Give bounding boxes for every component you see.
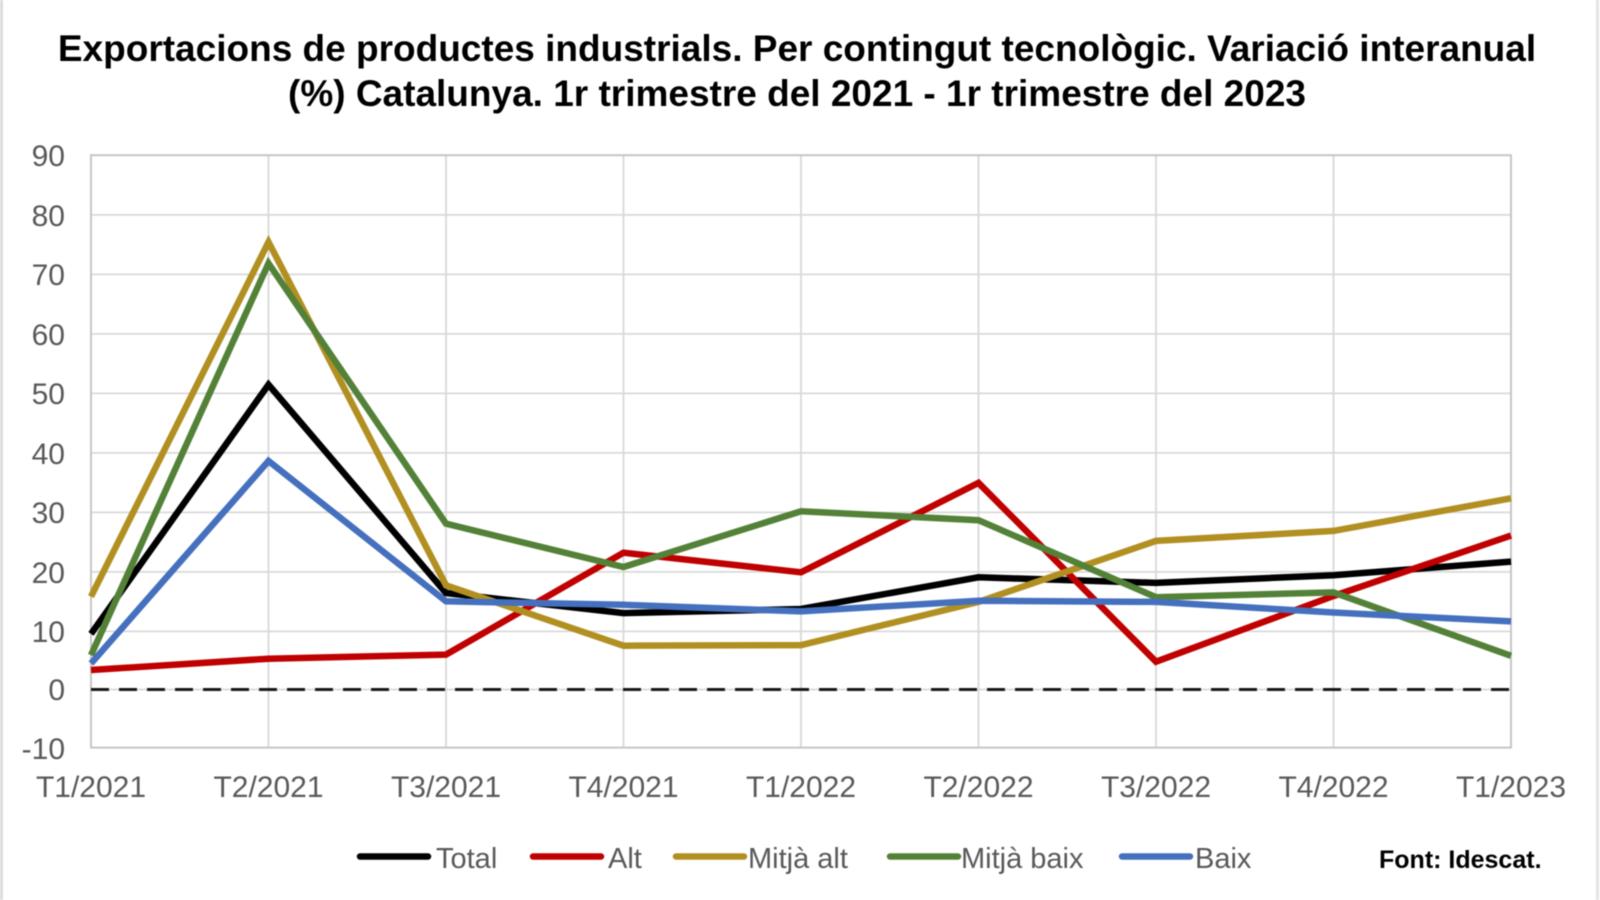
svg-text:30: 30	[32, 497, 65, 530]
svg-text:(%) Catalunya. 1r trimestre de: (%) Catalunya. 1r trimestre del 2021 - 1…	[288, 73, 1306, 114]
svg-text:Exportacions de productes indu: Exportacions de productes industrials. P…	[58, 28, 1536, 69]
svg-text:70: 70	[32, 259, 65, 292]
svg-text:-10: -10	[22, 733, 65, 766]
svg-text:80: 80	[32, 200, 65, 233]
svg-text:90: 90	[32, 140, 65, 173]
svg-text:20: 20	[32, 557, 65, 590]
svg-text:T1/2021: T1/2021	[36, 771, 146, 804]
svg-text:0: 0	[48, 674, 65, 707]
svg-text:Mitjà baix: Mitjà baix	[961, 843, 1084, 875]
svg-text:Alt: Alt	[608, 843, 642, 875]
svg-text:40: 40	[32, 438, 65, 471]
svg-text:10: 10	[32, 616, 65, 649]
svg-text:T2/2021: T2/2021	[213, 771, 323, 804]
svg-text:Mitjà alt: Mitjà alt	[748, 843, 848, 875]
svg-text:T3/2022: T3/2022	[1101, 771, 1211, 804]
svg-text:T3/2021: T3/2021	[391, 771, 501, 804]
svg-text:50: 50	[32, 378, 65, 411]
svg-text:T4/2021: T4/2021	[568, 771, 678, 804]
svg-text:60: 60	[32, 319, 65, 352]
svg-text:Baix: Baix	[1195, 843, 1252, 875]
svg-text:T4/2022: T4/2022	[1278, 771, 1388, 804]
svg-text:T2/2022: T2/2022	[923, 771, 1033, 804]
svg-text:Total: Total	[436, 843, 497, 875]
svg-text:T1/2022: T1/2022	[746, 771, 856, 804]
svg-text:Font: Idescat.: Font: Idescat.	[1379, 846, 1542, 874]
svg-text:T1/2023: T1/2023	[1456, 771, 1566, 804]
